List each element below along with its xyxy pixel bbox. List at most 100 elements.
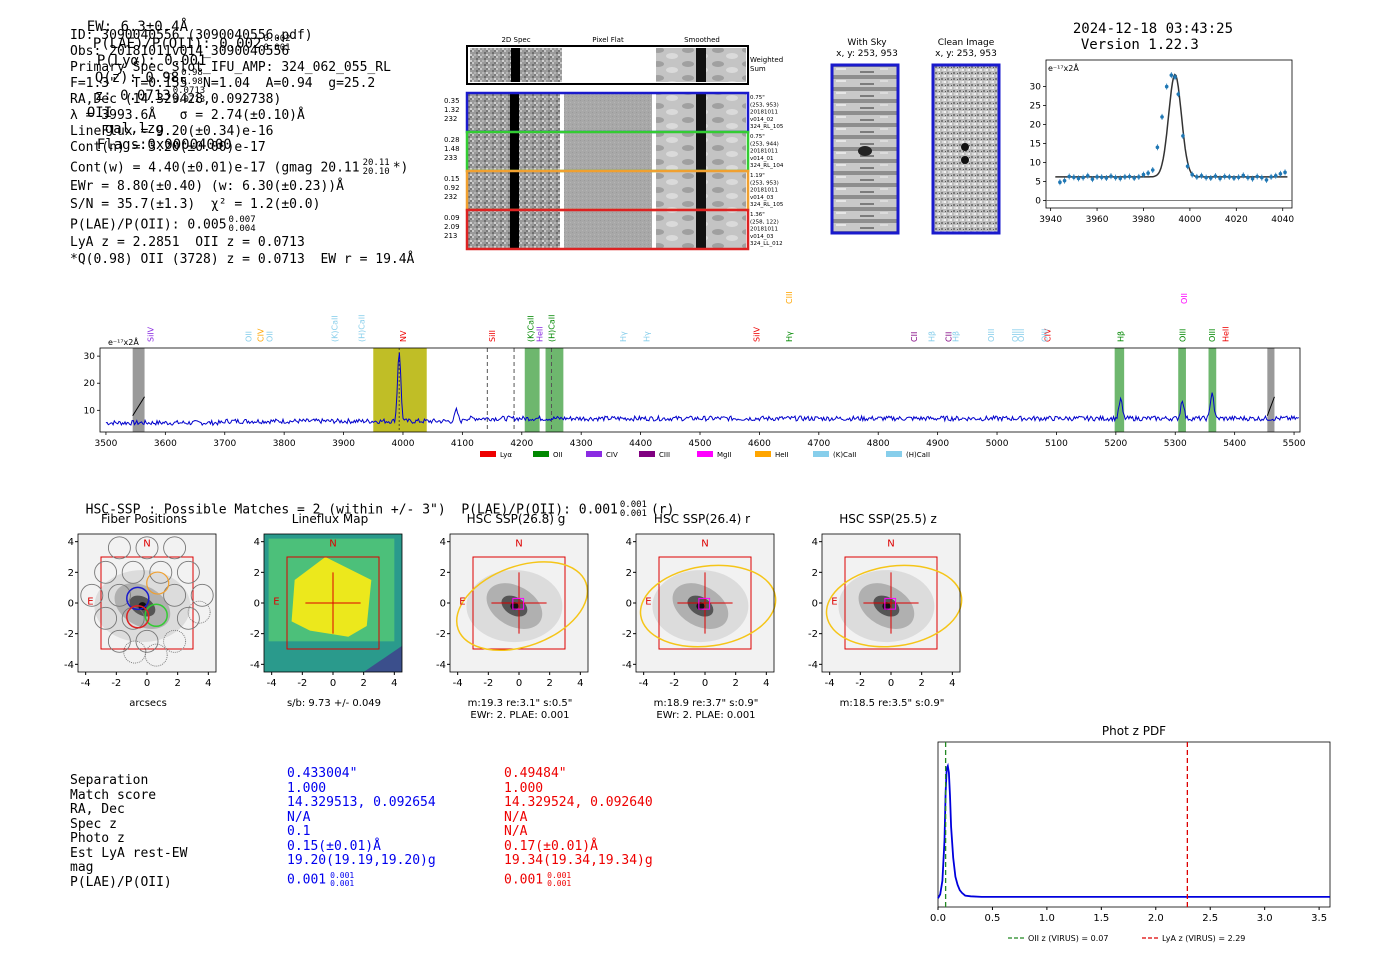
full-spec-line-label: (K)CaII [527,315,536,342]
photz-xtick-label: 3.0 [1257,913,1273,924]
hsc-ytick-label: 2 [68,568,74,579]
hsc-ytick-label: -4 [250,660,260,671]
exposure-meta: 0.75" [750,134,765,140]
full-spec-line-label-text: OII [245,331,254,342]
match-value-text: 0.1 [287,824,311,839]
aperture-ellipse [639,564,777,648]
hsc-ytick-label: 4 [812,537,818,548]
full-spec-line-label: Hγ [619,331,628,342]
hsc-xtick-label: 0 [888,678,894,689]
info-obs: Obs: 20181011v014_3090040556 [70,44,290,59]
full-spec-line-label: (H)CaII [357,315,366,342]
hsc-header-text: HSC-SSP : Possible Matches = 2 (within +… [85,502,618,518]
info-block: ID: 3090040556 (3090040556.pdf) Obs: 201… [70,28,414,268]
header-plae: P(LAE)/P(OII): 0.002 [92,36,262,52]
line-fit-point [1269,175,1273,179]
hsc-ytick-label: 4 [626,537,632,548]
hsc-caption: m:18.9 re:3.7" s:0.9" [653,698,759,709]
match-value-text: 19.34(19.34,19.34)g [504,853,653,868]
fiber-circle [163,536,187,560]
full-spec-line-label: (H)CaII [548,315,557,342]
fiber-circle [163,583,187,607]
fiber-circle [107,583,131,607]
exposure-meta: 20181011 [750,227,778,233]
clean-source-1 [961,143,969,151]
full-spec-line-label-text: SiIV [147,326,156,342]
line-fit-ytick-label: 25 [1030,102,1041,112]
exposure-stat: 232 [444,115,457,123]
hsc-caption: s/b: 9.73 +/- 0.049 [286,698,382,709]
full-spec-line-label-text: Hγ [619,331,628,342]
full-spec-line-label: Hβ [951,331,960,342]
info-contw: Cont(w) = 4.40(±0.01)e-17 (gmag 20.11 [70,160,360,176]
full-spec-line-label: CIV [256,328,265,342]
full-spec-line-label: OII [265,331,274,342]
exposure-stat: 213 [444,232,457,240]
match-value-text: 0.433004" [287,766,358,781]
full-spec-legend-label: CIV [606,451,618,459]
fiber-circle [107,629,131,653]
photz-xtick-label: 1.5 [1093,913,1109,924]
hsc-panel: N E -4 -2 0 2 4 4 2 0 -2 -4 [622,533,777,689]
photz-pdf-line [937,762,1330,899]
full-spec-xtick-label: 3700 [213,439,236,449]
full-spec-line-label-text: (K)CaII [331,315,340,342]
hsc-ytick-label: 2 [254,568,260,579]
match-col1: 0.433004" 1.000 14.329513, 0.092654 N/A 0.1 0… [287,766,436,888]
match-frac-sup: 0.001 [547,870,572,880]
full-spec-line-label: Hγ [785,331,794,342]
line-fit-point [1155,145,1160,150]
full-spec-ytick-label: 20 [84,379,96,389]
line-fit-xtick-label: 3960 [1086,215,1109,225]
full-spec-line-label-text: OIII [1208,329,1217,342]
full-spec-legend-label: (H)CaII [906,451,930,459]
full-spec-line [105,352,1300,427]
hsc-header-sub: 0.001 [619,509,647,519]
full-spec-xtick-label: 4100 [451,439,474,449]
full-spec-xtick-label: 4300 [570,439,593,449]
full-spec-legend-label: Lyα [500,451,512,459]
line-fit-point [1255,174,1259,179]
hsc-xtick-label: 2 [918,678,924,689]
source-marker [512,597,525,610]
full-spec-line-label: CIV [1044,328,1053,342]
info-plae2: P(LAE)/P(OII): 0.005 [70,217,227,233]
exposure-stat: 1.48 [444,145,460,153]
weighted-sum-smoothed-line [696,48,706,82]
full-spec-xtick-label: 4600 [748,439,771,449]
photz-legend-oii: OII z (VIRUS) = 0.07 [1028,934,1108,943]
match-value: 14.329524, 0.092640 [504,795,653,811]
line-fit-point [1181,134,1185,138]
full-spec-line-label-text: NV [399,330,408,342]
line-fit-point [1146,171,1150,175]
full-spec-legend-swatch [813,451,829,457]
match-frac: 0.001 0.001 [547,870,572,888]
full-spec-line-label-text: CII [910,332,919,342]
exposure-meta: 20181011 [750,149,778,155]
full-spec-line-label: SiIV [147,326,156,342]
full-spec-line-label: SiII [488,330,497,342]
photz-chart: Phot z PDF 0.0 0.5 1.0 1.5 2.0 2.5 3.0 3.5 OII z … [930,724,1331,943]
exposure-meta: 324_RL_104 [750,163,784,169]
line-fit-point [1081,175,1085,180]
hsc-panel: N E -4 -2 0 2 4 4 2 0 -2 -4 [64,533,217,689]
exposure-pixelflat [564,172,652,209]
header-bar: EW: 6.3±0.4Å P(LAE)/P(OII): 0.002 0.002 0.… [70,3,291,153]
line-fit-point [1227,175,1232,179]
exposure-meta: (253, 953) [750,180,779,186]
hsc-xtick-label: 4 [577,678,583,689]
info-primary: Primary Spec_Slot_IFU_AMP: 324_062_055_R… [70,60,391,75]
exposure-pixelflat [564,94,652,131]
hsc-xtick-label: -2 [483,678,493,689]
fiber-circle [107,536,131,560]
full-spec-line-label-text: (H)CaII [357,315,366,342]
info-lineflux: LineFlux = 9.20(±0.34)e-16 [70,124,274,139]
full-spec-line-label: OIII [1178,329,1187,342]
exposure-stat: 1.32 [444,106,460,114]
hsc-ytick-label: 4 [254,537,260,548]
line-fit-point [1062,178,1067,183]
fiber-circle [176,560,200,584]
